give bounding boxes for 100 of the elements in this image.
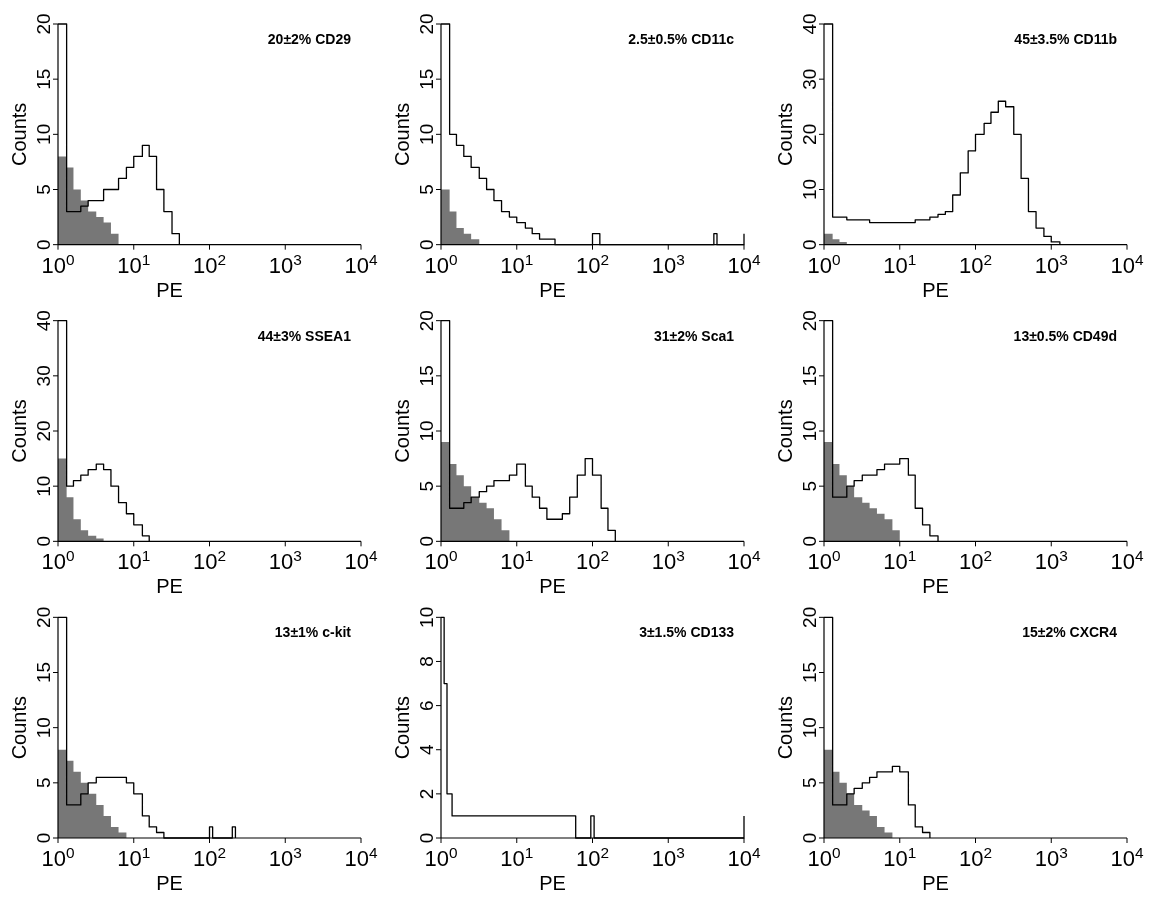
y-tick-label: 15 xyxy=(416,365,437,387)
x-tick-label: 10$^{4}$ xyxy=(727,843,761,871)
x-tick-label: 10$^{3}$ xyxy=(1034,546,1068,575)
y-tick-label: 8 xyxy=(416,656,437,667)
x-tick-label: 10$^{2}$ xyxy=(192,250,227,278)
x-tick-label: 10$^{3}$ xyxy=(651,843,685,871)
x-tick-label: 10$^{2}$ xyxy=(575,843,610,871)
y-tick-label: 10 xyxy=(416,606,437,628)
x-tick-label: 10$^{0}$ xyxy=(424,546,458,575)
x-tick-label: 10$^{4}$ xyxy=(727,546,761,575)
x-tick-label: 10$^{1}$ xyxy=(500,250,534,278)
annotation: 15±2% CXCR4 xyxy=(1022,624,1118,641)
y-tick-label: 20 xyxy=(799,310,820,332)
y-tick-label: 15 xyxy=(33,68,54,90)
y-tick-label: 5 xyxy=(33,184,54,195)
y-tick-label: 40 xyxy=(799,13,820,35)
y-tick-label: 5 xyxy=(33,777,54,789)
x-tick-label: 10$^{4}$ xyxy=(1110,843,1144,871)
x-axis-title: PE xyxy=(156,278,183,301)
x-tick-label: 10$^{1}$ xyxy=(117,546,151,575)
y-tick-label: 2 xyxy=(416,788,437,800)
x-tick-label: 10$^{2}$ xyxy=(575,250,610,278)
y-tick-label: 20 xyxy=(33,606,54,628)
x-tick-label: 10$^{4}$ xyxy=(344,546,378,575)
y-tick-label: 15 xyxy=(799,365,820,387)
x-tick-label: 10$^{0}$ xyxy=(41,546,75,575)
y-tick-label: 4 xyxy=(416,744,437,756)
y-axis-title: Counts xyxy=(774,399,796,463)
x-axis-title: PE xyxy=(156,872,183,894)
x-tick-label: 10$^{0}$ xyxy=(41,250,75,278)
x-tick-label: 10$^{3}$ xyxy=(268,546,302,575)
y-tick-label: 0 xyxy=(416,239,437,250)
x-axis-title: PE xyxy=(539,872,566,894)
y-tick-label: 10 xyxy=(799,420,820,442)
y-tick-label: 5 xyxy=(799,777,820,789)
x-tick-label: 10$^{4}$ xyxy=(1110,250,1144,278)
y-tick-label: 20 xyxy=(416,310,437,332)
x-tick-label: 10$^{0}$ xyxy=(424,250,458,278)
y-tick-label: 20 xyxy=(33,420,54,442)
y-tick-label: 40 xyxy=(33,310,54,332)
y-tick-label: 10 xyxy=(416,123,437,145)
annotation: 20±2% CD29 xyxy=(267,31,352,47)
x-tick-label: 10$^{3}$ xyxy=(651,546,685,575)
y-tick-label: 6 xyxy=(416,700,437,711)
x-tick-label: 10$^{0}$ xyxy=(807,546,841,575)
y-tick-label: 20 xyxy=(33,13,54,35)
x-tick-label: 10$^{2}$ xyxy=(958,250,993,278)
y-axis-title: Counts xyxy=(774,102,796,167)
y-tick-label: 10 xyxy=(799,178,820,201)
x-axis-title: PE xyxy=(539,575,566,598)
x-axis-title: PE xyxy=(539,278,566,301)
y-tick-label: 30 xyxy=(33,365,54,387)
y-axis-title: Counts xyxy=(8,102,30,167)
y-axis-title: Counts xyxy=(8,399,30,463)
y-tick-label: 20 xyxy=(416,13,437,35)
y-tick-label: 5 xyxy=(416,480,437,492)
y-tick-label: 0 xyxy=(799,239,820,250)
y-tick-label: 20 xyxy=(799,123,820,145)
y-tick-label: 30 xyxy=(799,68,820,90)
x-tick-label: 10$^{1}$ xyxy=(883,843,917,871)
x-tick-label: 10$^{3}$ xyxy=(651,250,685,278)
y-tick-label: 0 xyxy=(416,832,437,844)
y-axis-title: Counts xyxy=(8,695,30,760)
x-axis-title: PE xyxy=(922,872,949,894)
y-tick-label: 0 xyxy=(799,536,820,547)
y-tick-label: 5 xyxy=(416,184,437,195)
y-tick-label: 10 xyxy=(33,123,54,145)
x-tick-label: 10$^{3}$ xyxy=(268,843,302,871)
y-tick-label: 0 xyxy=(416,536,437,547)
x-tick-label: 10$^{1}$ xyxy=(500,843,534,871)
y-axis-title: Counts xyxy=(391,695,413,760)
x-tick-label: 10$^{0}$ xyxy=(807,250,841,278)
x-tick-label: 10$^{2}$ xyxy=(192,843,227,871)
x-tick-label: 10$^{2}$ xyxy=(958,843,993,871)
x-tick-label: 10$^{4}$ xyxy=(344,250,378,278)
x-tick-label: 10$^{2}$ xyxy=(575,546,610,575)
x-tick-label: 10$^{4}$ xyxy=(727,250,761,278)
x-axis-title: PE xyxy=(156,575,183,598)
x-tick-label: 10$^{1}$ xyxy=(500,546,534,575)
y-axis-title: Counts xyxy=(391,399,413,463)
annotation: 44±3% SSEA1 xyxy=(257,327,352,344)
y-axis-title: Counts xyxy=(391,102,413,167)
y-tick-label: 10 xyxy=(799,717,820,739)
y-axis-title: Counts xyxy=(774,695,796,760)
x-tick-label: 10$^{1}$ xyxy=(117,250,151,278)
x-tick-label: 10$^{3}$ xyxy=(1034,250,1068,278)
x-axis-title: PE xyxy=(922,575,949,598)
y-tick-label: 0 xyxy=(33,536,54,547)
x-tick-label: 10$^{4}$ xyxy=(344,843,378,871)
annotation: 13±0.5% CD49d xyxy=(1013,327,1117,344)
y-tick-label: 0 xyxy=(33,832,54,844)
x-axis-title: PE xyxy=(922,278,949,301)
x-tick-label: 10$^{2}$ xyxy=(192,546,227,575)
x-tick-label: 10$^{2}$ xyxy=(958,546,993,575)
y-tick-label: 10 xyxy=(33,475,54,497)
x-tick-label: 10$^{1}$ xyxy=(883,250,917,278)
x-tick-label: 10$^{0}$ xyxy=(41,843,75,871)
y-tick-label: 0 xyxy=(33,239,54,250)
x-tick-label: 10$^{3}$ xyxy=(268,250,302,278)
y-tick-label: 0 xyxy=(799,832,820,844)
